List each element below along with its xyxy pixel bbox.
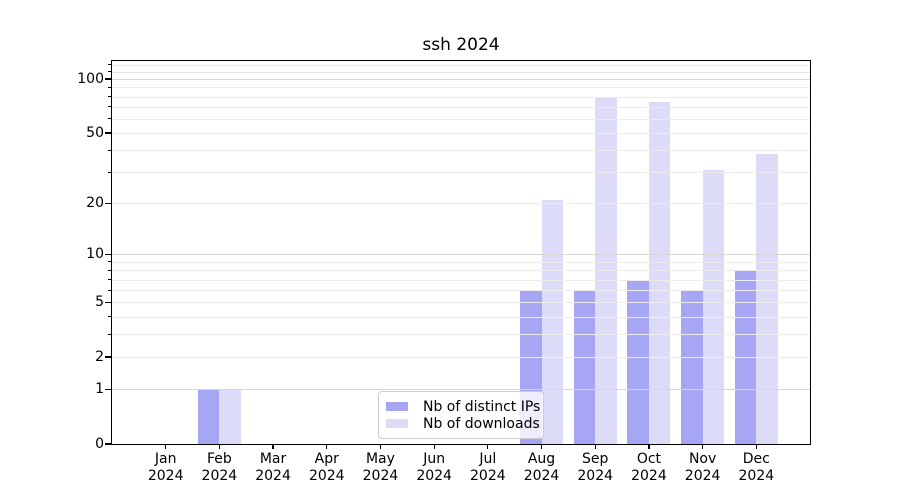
y-tick — [105, 78, 111, 80]
y-gridline-minor — [112, 302, 810, 304]
legend-swatch-downloads — [386, 419, 408, 428]
axis-layer: Jan 2024 Feb 2024 Mar 2024 Apr 2024 May 2024… — [77, 61, 810, 484]
y-gridline-minor — [112, 118, 810, 120]
y-gridline-major — [112, 389, 810, 391]
y-tick-minor — [107, 106, 111, 108]
y-tick-minor — [107, 64, 111, 66]
x-tick-label: Jun 2024 — [416, 451, 452, 484]
x-tick-label: Sep 2024 — [577, 451, 614, 484]
y-gridline-minor — [112, 290, 810, 292]
y-gridline-minor — [112, 261, 810, 263]
y-gridline-minor — [112, 270, 810, 272]
y-gridline-minor — [112, 203, 810, 205]
y-tick-minor — [107, 289, 111, 291]
x-tick-label: Feb 2024 — [201, 451, 238, 484]
y-tick-minor — [107, 86, 111, 88]
y-tick-label: 50 — [86, 125, 104, 142]
y-gridline-minor — [112, 316, 810, 318]
legend-item-distinct-ips: Nb of distinct IPs — [385, 398, 541, 415]
y-tick-label: 0 — [95, 436, 104, 452]
y-tick-label: 1 — [95, 381, 104, 398]
x-tick — [648, 444, 650, 449]
x-tick-label: Nov 2024 — [684, 451, 721, 484]
y-tick-minor — [107, 333, 111, 335]
y-tick-label: 20 — [86, 195, 104, 212]
y-tick-minor — [107, 316, 111, 318]
bar-downloads-feb — [219, 389, 241, 444]
bar-ips-oct — [627, 279, 649, 444]
grid-layer — [112, 61, 810, 444]
x-tick — [433, 444, 435, 449]
x-tick-label: May 2024 — [362, 451, 399, 484]
y-gridline-minor — [112, 279, 810, 281]
x-tick — [540, 444, 543, 449]
bar-downloads-aug — [541, 199, 564, 444]
y-gridline-major — [112, 254, 810, 256]
y-gridline-minor — [112, 87, 810, 89]
x-tick — [165, 444, 167, 449]
bar-ips-sep — [573, 290, 596, 444]
x-tick-label: Oct 2024 — [631, 451, 667, 484]
bar-downloads-oct — [648, 101, 671, 444]
x-tick-label: Aug 2024 — [523, 451, 560, 484]
y-tick-minor — [107, 279, 111, 281]
legend-label-distinct-ips: Nb of distinct IPs — [423, 398, 541, 415]
y-tick-label: 100 — [77, 71, 104, 88]
y-tick-minor — [107, 269, 111, 271]
legend-label-downloads: Nb of downloads — [423, 415, 540, 432]
x-tick — [487, 444, 489, 449]
x-tick — [379, 444, 382, 449]
x-tick — [755, 444, 757, 449]
chart-title: ssh 2024 — [422, 35, 500, 55]
bar-ips-feb — [197, 389, 220, 444]
x-tick — [594, 444, 596, 449]
x-tick — [701, 444, 704, 449]
y-tick-minor — [107, 356, 111, 358]
bar-downloads-nov — [702, 169, 725, 444]
y-tick-minor — [107, 261, 111, 263]
y-tick-label: 5 — [95, 294, 104, 311]
y-gridline-minor — [112, 150, 810, 152]
y-tick-minor — [107, 202, 111, 204]
legend: Nb of distinct IPs Nb of downloads — [378, 391, 544, 439]
x-tick — [218, 444, 221, 449]
y-tick-minor — [107, 71, 111, 73]
y-tick-minor — [107, 118, 111, 120]
x-tick-label: Jan 2024 — [147, 451, 184, 484]
y-gridline-minor — [112, 64, 810, 66]
x-tick-label: Apr 2024 — [308, 451, 345, 484]
y-tick-minor — [107, 301, 111, 303]
x-tick-label: Jul 2024 — [470, 451, 506, 484]
y-gridline-major — [112, 79, 810, 81]
legend-swatch-distinct-ips — [386, 402, 408, 411]
y-gridline-minor — [112, 334, 810, 336]
y-tick-label: 2 — [95, 349, 104, 366]
y-gridline-minor — [112, 71, 810, 73]
x-tick-label: Mar 2024 — [255, 451, 291, 484]
x-tick-label: Dec 2024 — [738, 451, 775, 484]
y-tick-minor — [107, 132, 111, 134]
legend-item-downloads: Nb of downloads — [385, 415, 540, 432]
bar-ips-nov — [681, 290, 703, 444]
y-tick — [105, 443, 111, 445]
y-tick-minor — [107, 171, 111, 173]
x-tick — [272, 444, 274, 449]
y-tick-label: 10 — [86, 246, 104, 263]
y-gridline-minor — [112, 106, 810, 108]
y-tick-minor — [107, 96, 111, 98]
y-tick — [105, 253, 111, 256]
y-tick-minor — [107, 149, 111, 151]
y-gridline-minor — [112, 96, 810, 98]
bar-downloads-dec — [756, 154, 778, 444]
y-gridline-minor — [112, 357, 810, 359]
x-tick — [326, 444, 328, 449]
y-tick — [105, 388, 111, 390]
y-gridline-minor — [112, 172, 810, 174]
y-gridline-minor — [112, 133, 810, 135]
plot-area: Jan 2024 Feb 2024 Mar 2024 Apr 2024 May 2024… — [77, 60, 811, 484]
